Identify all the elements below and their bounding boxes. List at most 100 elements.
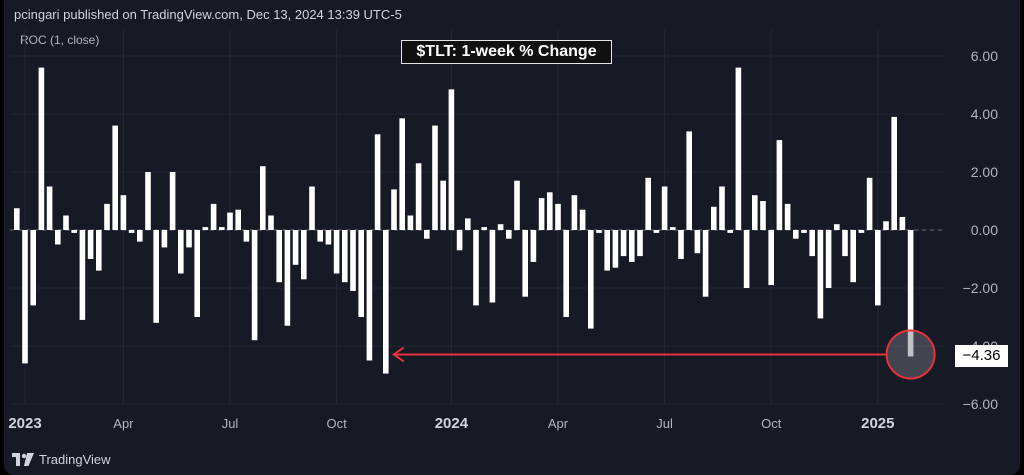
roc-bar [555,203,561,230]
roc-bar [645,177,651,230]
roc-bar [489,230,496,303]
roc-bar [875,230,881,306]
roc-bar [547,192,553,230]
roc-bar [661,186,668,230]
roc-bar [530,230,537,262]
roc-bar [104,203,110,230]
roc-bar [588,230,594,329]
roc-bar [309,186,315,230]
roc-bar [743,230,750,288]
roc-bar [907,230,914,357]
x-tick-label: Apr [548,416,569,431]
roc-bar [612,230,619,268]
roc-bar [825,230,832,288]
roc-bar [752,195,758,230]
annotation-arrow-head [392,346,405,363]
roc-bar [22,230,28,364]
roc-bar [79,230,86,320]
roc-bar [481,227,487,230]
roc-bar [834,224,840,230]
roc-bar [210,203,217,230]
roc-bar [579,209,586,230]
roc-bar [153,230,159,323]
publisher-line: pcingari published on TradingView.com, D… [14,7,402,22]
roc-bar [538,198,545,230]
roc-bar [120,195,127,230]
x-tick-label: Oct [761,416,782,431]
roc-bar [809,230,815,257]
roc-bar [128,230,135,233]
tradingview-logo-icon [12,453,34,466]
x-tick-label: 2025 [861,415,894,432]
roc-bar [727,230,733,233]
roc-bar [604,230,610,271]
roc-bar [415,163,422,230]
roc-bar [169,172,176,230]
x-tick-label: Jul [222,416,239,431]
chart-title: $TLT: 1-week % Change [401,40,612,64]
y-tick-label: 2.00 [971,164,998,180]
roc-bar [342,230,348,283]
roc-bar [301,230,307,280]
roc-bar [866,177,873,230]
tradingview-brand-text: TradingView [39,452,111,467]
roc-bar-chart: 6.004.002.000.00−2.00−4.00−6.002023AprJu… [8,30,999,432]
roc-bar [145,172,151,230]
roc-bar [251,230,258,341]
roc-bar [137,230,143,242]
roc-bar [235,209,241,230]
x-tick-label: Oct [326,416,347,431]
roc-bar [497,224,504,230]
roc-bar [30,230,36,306]
roc-bar [768,230,774,286]
x-tick-label: Apr [113,416,134,431]
roc-bar [563,230,569,317]
roc-bar [55,230,61,245]
roc-bar [333,230,340,274]
roc-bar [678,230,684,259]
roc-bar [71,230,77,233]
y-tick-label: 4.00 [971,106,998,122]
roc-bar [694,230,701,254]
roc-bar [87,230,94,259]
roc-bar [317,230,323,242]
roc-bar [292,230,299,265]
x-tick-label: Jul [656,416,673,431]
roc-bar [735,67,742,230]
roc-bar [702,230,709,297]
y-tick-label: 0.00 [971,222,998,238]
roc-bar [620,230,627,257]
roc-bar [719,186,725,230]
roc-bar [817,230,824,319]
roc-bar [350,230,356,291]
roc-bar [276,230,282,283]
last-value-label: −4.36 [955,345,1008,367]
roc-bar [448,89,455,230]
indicator-label: ROC (1, close) [20,33,100,47]
roc-bar [465,218,471,230]
roc-bar [571,195,578,230]
roc-bar [891,116,897,230]
roc-bar [374,134,381,230]
roc-bar [858,230,865,233]
roc-bar [760,201,766,230]
roc-bar [473,230,479,306]
roc-bar [596,230,602,233]
roc-bar [842,230,848,257]
y-tick-label: −2.00 [963,280,999,296]
roc-bar [366,230,373,361]
roc-bar [686,131,692,230]
roc-bar [432,125,438,230]
roc-bar [112,125,118,230]
roc-bar [637,230,643,257]
roc-bar [227,212,233,230]
roc-bar [899,216,906,230]
roc-bar [407,215,414,230]
tradingview-brand[interactable]: TradingView [12,452,111,467]
y-tick-label: 6.00 [971,48,998,64]
roc-bar [399,118,405,230]
roc-bar [284,230,291,326]
roc-bar [186,230,192,248]
roc-bar [358,230,364,317]
roc-bar [653,230,660,233]
